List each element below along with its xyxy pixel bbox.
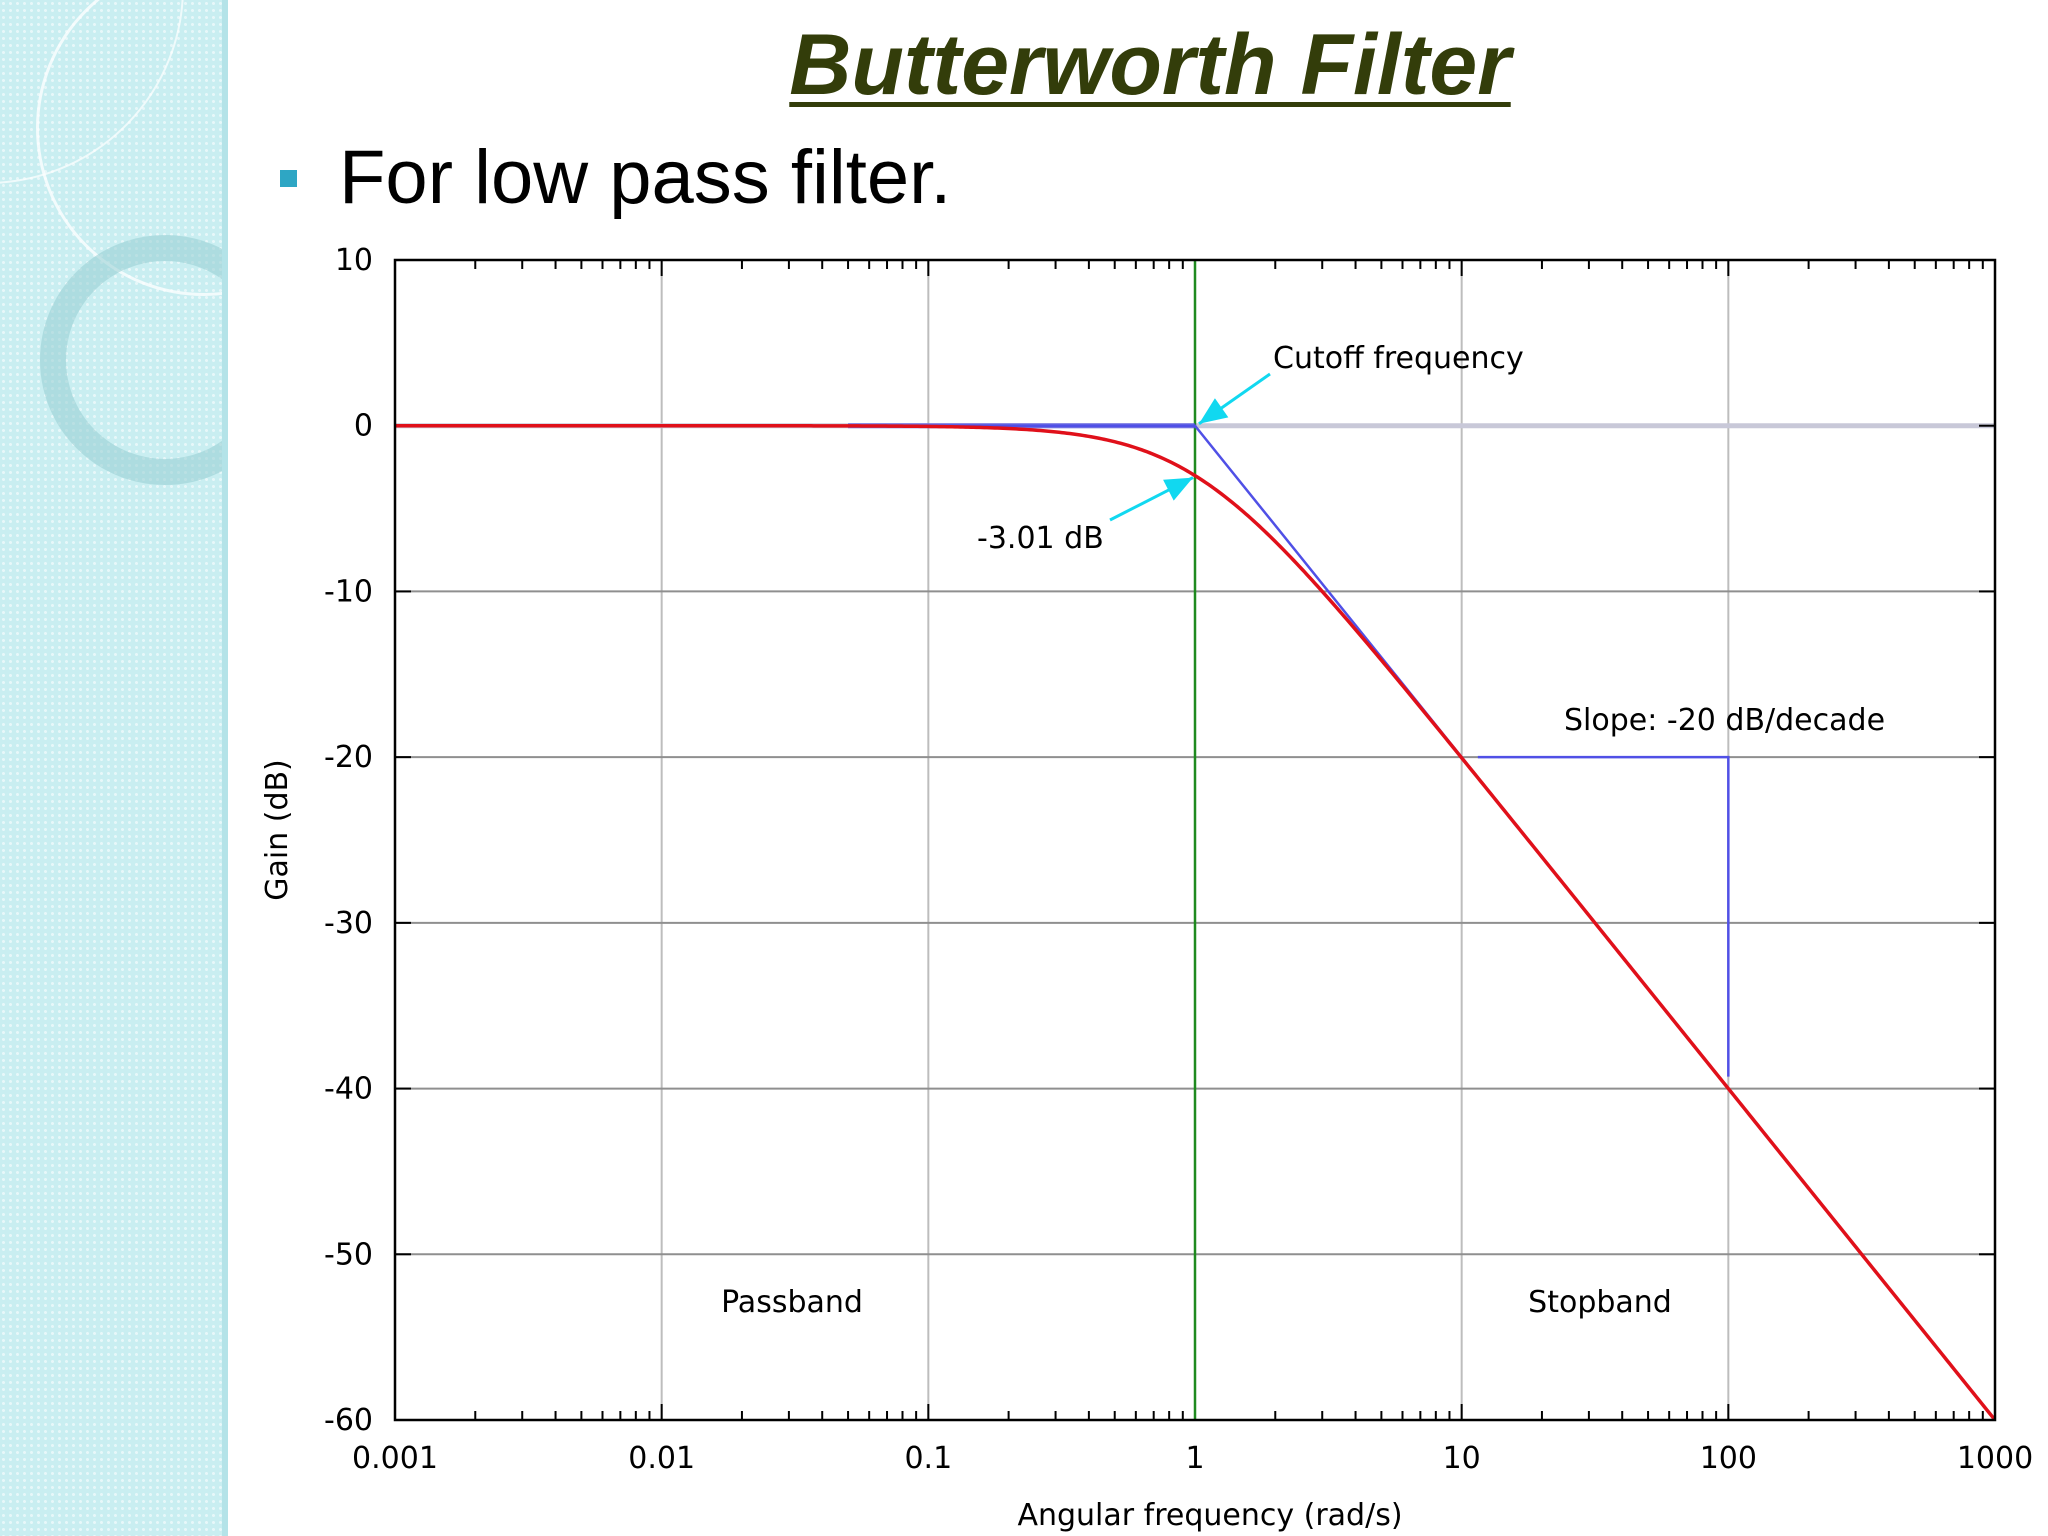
cutoff-arrow xyxy=(1198,372,1271,425)
x-tick-label: 1000 xyxy=(1957,1441,2033,1476)
cutoff-frequency-label: Cutoff frequency xyxy=(1273,341,1524,376)
annotation-layer xyxy=(1109,372,1730,1077)
decorative-side-band xyxy=(0,0,228,1536)
x-tick-label: 10 xyxy=(1443,1441,1481,1476)
x-tick-label: 0.001 xyxy=(352,1441,438,1476)
x-tick-label: 100 xyxy=(1700,1441,1757,1476)
y-tick-label: 10 xyxy=(335,243,373,278)
passband-label: Passband xyxy=(721,1285,863,1320)
bullet-text: For low pass filter. xyxy=(339,135,952,220)
plot-frame xyxy=(393,258,1997,1422)
y-tick-label: -10 xyxy=(324,574,373,609)
response-curve xyxy=(395,423,1995,1420)
slide-title: Butterworth Filter xyxy=(789,17,1511,113)
arrow-head xyxy=(1163,477,1193,501)
bullet-square-icon xyxy=(280,169,297,187)
x-axis-label: Angular frequency (rad/s) xyxy=(1017,1498,1402,1533)
side-band-edge xyxy=(222,0,228,1536)
y-tick-label: 0 xyxy=(354,409,373,444)
y-tick-label: -50 xyxy=(324,1237,373,1272)
x-tick-label: 0.01 xyxy=(628,1441,695,1476)
y-axis-label: Gain (dB) xyxy=(260,759,295,901)
db-drop-label: -3.01 dB xyxy=(977,521,1104,556)
tick-labels: 0.001 0.01 0.1 1 10 100 1000100-10-20-30-40-50… xyxy=(324,243,2033,1476)
slope-bracket xyxy=(1477,755,1730,1077)
y-tick-label: -30 xyxy=(324,906,373,941)
arrow-head xyxy=(1199,398,1229,424)
series-layer xyxy=(395,260,1995,1420)
db-arrow xyxy=(1109,476,1194,522)
stopband-label: Stopband xyxy=(1528,1285,1672,1320)
slope-label: Slope: -20 dB/decade xyxy=(1564,703,1885,738)
y-tick-label: -20 xyxy=(324,740,373,775)
bullet-item: For low pass filter. xyxy=(280,140,951,216)
x-tick-label: 0.1 xyxy=(904,1441,952,1476)
x-tick-label: 1 xyxy=(1185,1441,1204,1476)
y-tick-label: -60 xyxy=(324,1403,373,1438)
y-tick-label: -40 xyxy=(324,1072,373,1107)
